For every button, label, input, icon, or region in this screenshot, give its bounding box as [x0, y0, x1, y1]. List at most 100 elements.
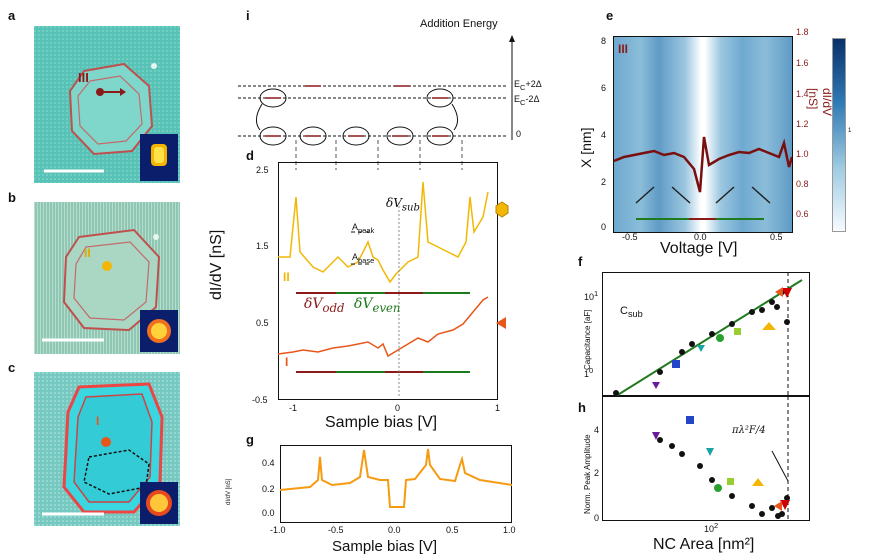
panel-label-d: d	[246, 148, 254, 163]
c-sub-sub: sub	[627, 309, 643, 320]
g-xtick-3: 0.0	[388, 525, 401, 535]
e-ytick-4: 2	[601, 177, 607, 187]
e-ytick-5: 0	[601, 222, 607, 232]
e-xtick-1: -0.5	[622, 232, 638, 242]
dv-sub-sub: sub	[401, 202, 420, 214]
panel-label-h: h	[578, 400, 586, 415]
panel-e-marker: III	[618, 42, 629, 56]
panel-d-xlabel: Sample bias [V]	[325, 414, 438, 431]
inset-image-a	[140, 134, 178, 181]
panel-h-ylabel: Norm. Peak Amplitude	[583, 434, 592, 514]
g-ytick-2: 0.2	[262, 484, 275, 494]
f-ytick-1: 101	[584, 289, 598, 302]
curve-i	[278, 296, 489, 358]
panel-g-ylabel: dI/dV [nS]	[226, 478, 232, 505]
profile-curve	[613, 136, 794, 193]
g-xtick-4: 0.5	[446, 525, 459, 535]
dv-even-label: δVeven	[354, 296, 400, 315]
h-xtick-exp: 2	[714, 521, 719, 530]
colorbar	[832, 38, 846, 232]
panel-f-ylabel: Capacitance [aF]	[583, 309, 592, 370]
e-y2tick-3: 1.4	[796, 89, 809, 99]
hexagon-marker	[495, 201, 509, 218]
f-ytick-2-exp: 0	[589, 366, 594, 375]
dv-odd-sub: odd	[322, 300, 345, 315]
panel-h-xlabel: NC Area [nm²]	[653, 536, 755, 553]
dv-sub-dv: δV	[386, 196, 402, 210]
panel-d-plot	[278, 162, 498, 400]
a-peak-sub: peak	[358, 225, 375, 235]
level-ec-plus: EC+2Δ	[514, 79, 542, 92]
colorbar-tick: 1	[848, 128, 852, 134]
stm-image-c: I	[34, 372, 180, 526]
a-base-a: A	[352, 252, 359, 262]
fit-line-f	[615, 279, 803, 396]
dv-odd-label: δVodd	[304, 296, 345, 315]
a-base-sub: base	[358, 255, 375, 265]
d-ytick-3: 0.5	[256, 318, 269, 328]
level-ec-plus-sub: C	[520, 82, 526, 92]
d-xtick-3: 1	[495, 403, 501, 413]
e-y2tick-2: 1.6	[796, 58, 809, 68]
panel-g-xlabel: Sample bias [V]	[332, 538, 438, 555]
inset-image-b	[140, 310, 178, 352]
f-ytick-2: 10	[584, 366, 593, 379]
g-ytick-3: 0.0	[262, 508, 275, 518]
panel-label-b: b	[8, 190, 16, 205]
panel-d-markers	[495, 201, 509, 329]
panel-label-e: e	[606, 8, 614, 23]
e-xtick-3: 0.5	[770, 232, 783, 242]
f-ytick-2-base: 1	[584, 369, 590, 379]
panel-d-ylabel: dI/dV [nS]	[208, 229, 225, 300]
curve-g	[280, 448, 512, 508]
d-xtick-1: -1	[289, 403, 298, 413]
h-ytick-3: 0	[594, 513, 600, 523]
e-ytick-1: 8	[601, 36, 607, 46]
e-y2tick-4: 1.2	[796, 119, 809, 129]
level-ec-plus-e: E	[514, 79, 521, 89]
stm-image-a: III	[34, 26, 180, 183]
e-xtick-2: 0.0	[694, 232, 707, 242]
d-ytick-4: -0.5	[252, 395, 268, 405]
d-ytick-2: 1.5	[256, 241, 269, 251]
panel-a-marker: III	[78, 70, 89, 85]
dv-sub-label: δVsub	[386, 196, 420, 213]
e-y2tick-5: 1.0	[796, 149, 809, 159]
panel-e-overlay	[613, 136, 794, 220]
panel-b-marker: II	[84, 246, 91, 260]
f-ytick-1-base: 10	[584, 292, 595, 302]
e-ytick-2: 6	[601, 83, 607, 93]
curve-ii	[278, 181, 489, 284]
curve-ii-label: II	[283, 270, 290, 284]
panel-label-i: i	[246, 8, 250, 23]
addition-energy-title: Addition Energy	[420, 18, 498, 30]
h-xtick-base: 10	[704, 524, 715, 534]
stm-image-b: II	[34, 202, 180, 354]
h-xtick: 102	[704, 521, 718, 534]
e-y2tick-1: 1.8	[796, 27, 809, 37]
pi-lambda-annotation: πλ²F/4	[732, 425, 766, 436]
e-y2tick-6: 0.8	[796, 179, 809, 189]
level-ec-minus: EC-2Δ	[514, 94, 539, 107]
g-xtick-5: 1.0	[503, 525, 516, 535]
e-y2tick-7: 0.6	[796, 209, 809, 219]
d-ytick-1: 2.5	[256, 165, 269, 175]
panel-h-plot	[602, 396, 810, 521]
panel-f-plot	[602, 272, 810, 396]
dv-even-dv: δV	[354, 296, 373, 312]
panel-g-plot	[280, 445, 512, 523]
g-xtick-2: -0.5	[328, 525, 344, 535]
h-ytick-2: 2	[594, 468, 600, 478]
level-ec-plus-suffix: +2Δ	[525, 79, 542, 89]
panel-label-a: a	[8, 8, 16, 23]
g-ytick-1: 0.4	[262, 458, 275, 468]
panel-e-ylabel: X [nm]	[578, 127, 594, 168]
panel-c-marker: I	[96, 414, 100, 428]
dv-odd-dv: δV	[304, 296, 323, 312]
inset-image-c	[140, 482, 178, 524]
panel-label-f: f	[578, 254, 583, 269]
triangle-marker	[496, 317, 506, 329]
level-zero: 0	[516, 129, 522, 139]
dv-even-sub: even	[372, 300, 401, 315]
level-ec-minus-suffix: -2Δ	[525, 94, 540, 104]
